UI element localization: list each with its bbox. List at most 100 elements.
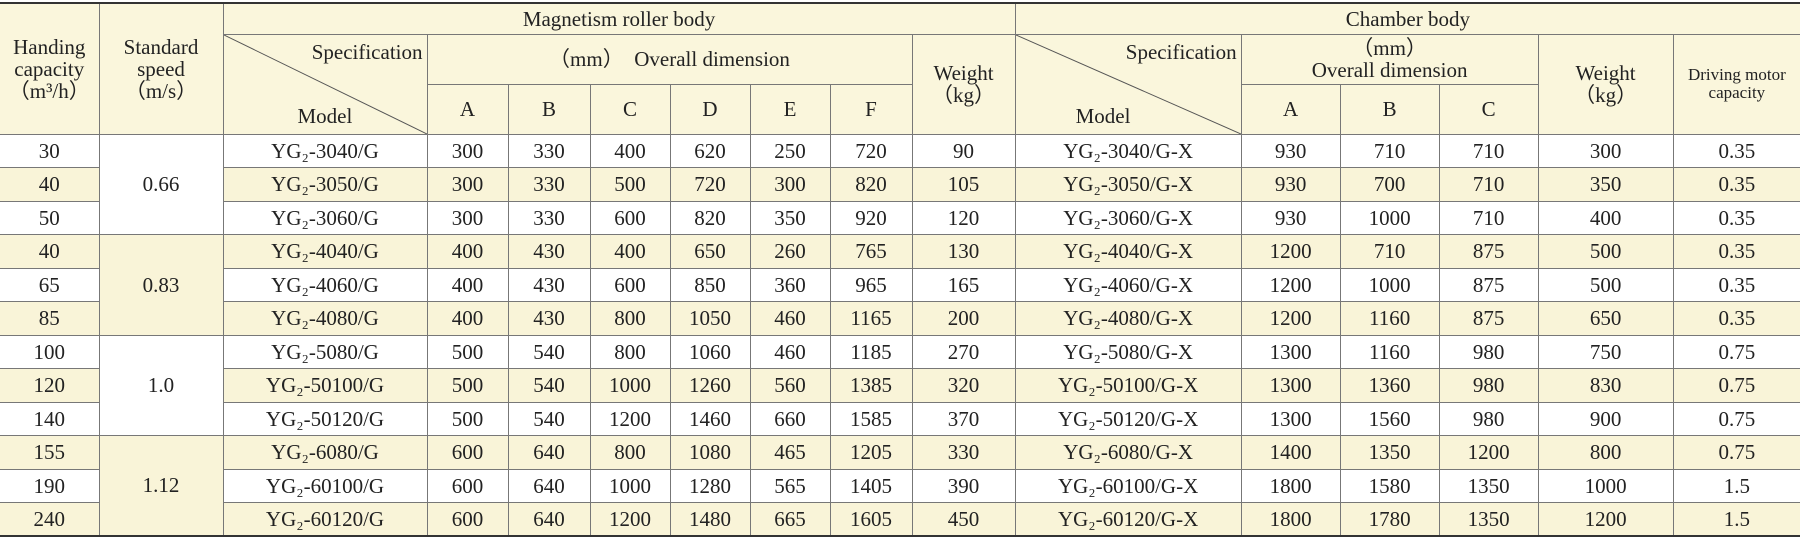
model-cell: YG₂-4040/G <box>222 234 428 269</box>
data-cell: 1460 <box>669 401 751 436</box>
data-cell: 300 <box>749 167 831 202</box>
group-header: Chamber body <box>1014 2 1800 35</box>
data-cell: 1200 <box>1537 502 1674 537</box>
model-cell: YG₂-3050/G <box>222 167 428 202</box>
data-cell: 400 <box>426 301 509 336</box>
data-cell: 0.75 <box>1672 334 1800 369</box>
data-cell: 930 <box>1240 200 1341 235</box>
speed-cell: 1.0 <box>98 334 224 436</box>
column-header: B <box>507 83 591 135</box>
data-cell: 465 <box>749 435 831 470</box>
data-cell: 330 <box>911 435 1016 470</box>
dimension-header: （mm） Overall dimension <box>426 33 913 85</box>
diagonal-line <box>224 35 427 134</box>
diagonal-line <box>1016 35 1241 134</box>
data-cell: 500 <box>1537 267 1674 302</box>
model-cell: YG₂-5080/G <box>222 334 428 369</box>
data-cell: 1165 <box>829 301 913 336</box>
model-cell: YG₂-4060/G <box>222 267 428 302</box>
dimension-label: Overall dimension <box>1311 58 1468 82</box>
data-cell: 1350 <box>1339 435 1440 470</box>
data-cell: 980 <box>1438 401 1539 436</box>
data-cell: 930 <box>1240 133 1341 168</box>
data-cell: 850 <box>669 267 751 302</box>
diagonal-header: Specification Model <box>223 33 428 135</box>
data-cell: 1185 <box>829 334 913 369</box>
data-cell: 1780 <box>1339 502 1440 537</box>
column-header: F <box>829 83 913 135</box>
data-cell: 240 <box>0 502 100 537</box>
data-cell: 0.75 <box>1672 435 1800 470</box>
specification-label: Specification <box>311 39 423 64</box>
speed-cell: 0.66 <box>98 133 224 235</box>
header-unit: （kg） <box>932 83 996 107</box>
data-cell: 1200 <box>1240 234 1341 269</box>
data-cell: 720 <box>669 167 751 202</box>
data-cell: 190 <box>0 468 100 503</box>
data-cell: 370 <box>911 401 1016 436</box>
data-cell: 1.5 <box>1672 468 1800 503</box>
data-cell: 1400 <box>1240 435 1341 470</box>
data-cell: 1580 <box>1339 468 1440 503</box>
data-cell: 50 <box>0 200 100 235</box>
data-cell: 130 <box>911 234 1016 269</box>
data-cell: 710 <box>1438 200 1539 235</box>
data-cell: 40 <box>0 234 100 269</box>
unit-label: （mm） <box>1352 35 1427 60</box>
data-cell: 1205 <box>829 435 913 470</box>
data-cell: 300 <box>426 200 509 235</box>
data-cell: 1.5 <box>1672 502 1800 537</box>
data-cell: 500 <box>589 167 671 202</box>
model-cell: YG₂-3050/G-X <box>1014 167 1242 202</box>
data-cell: 300 <box>426 133 509 168</box>
table-row: 30 0.66 YG₂-3040/G 300 330 400 620 250 720 90 YG₂-… <box>0 133 1800 235</box>
data-cell: 500 <box>426 401 509 436</box>
header-cell: Handing capacity （m³/h） <box>0 2 100 135</box>
data-cell: 700 <box>1339 167 1440 202</box>
model-label: Model <box>297 104 353 129</box>
data-cell: 980 <box>1438 368 1539 403</box>
data-cell: 460 <box>749 334 831 369</box>
model-cell: YG₂-3060/G <box>222 200 428 235</box>
data-cell: 600 <box>426 502 509 537</box>
data-cell: 250 <box>749 133 831 168</box>
data-cell: 875 <box>1438 267 1539 302</box>
data-cell: 650 <box>669 234 751 269</box>
data-cell: 90 <box>911 133 1016 168</box>
data-cell: 765 <box>829 234 913 269</box>
model-cell: YG₂-4060/G-X <box>1014 267 1242 302</box>
speed-cell: 0.83 <box>98 234 224 336</box>
data-cell: 1480 <box>669 502 751 537</box>
data-cell: 1560 <box>1339 401 1440 436</box>
table-row: 65 YG₂-4060/G 400 430 600 850 360 965 165 YG₂-406… <box>0 267 1800 302</box>
speed-cell: 1.12 <box>98 435 224 537</box>
model-cell: YG₂-4040/G-X <box>1014 234 1242 269</box>
data-cell: 1080 <box>669 435 751 470</box>
specification-label: Specification <box>1125 39 1237 64</box>
data-cell: 1000 <box>589 468 671 503</box>
model-cell: YG₂-3040/G-X <box>1014 133 1242 168</box>
column-header: C <box>589 83 671 135</box>
header-unit: （m/s） <box>124 78 198 103</box>
data-cell: 330 <box>507 200 591 235</box>
data-cell: 920 <box>829 200 913 235</box>
model-cell: YG₂-50100/G <box>222 368 428 403</box>
data-cell: 1060 <box>669 334 751 369</box>
data-cell: 560 <box>749 368 831 403</box>
column-header: B <box>1339 83 1440 135</box>
table-row: 120 YG₂-50100/G 500 540 1000 1260 560 1385 320 YG… <box>0 368 1800 403</box>
table-row: 40 0.83 YG₂-4040/G 400 430 400 650 260 765 130 YG₂… <box>0 234 1800 336</box>
data-cell: 270 <box>911 334 1016 369</box>
data-cell: 900 <box>1537 401 1674 436</box>
data-cell: 140 <box>0 401 100 436</box>
data-cell: 360 <box>749 267 831 302</box>
model-cell: YG₂-6080/G <box>222 435 428 470</box>
data-cell: 965 <box>829 267 913 302</box>
data-cell: 400 <box>1537 200 1674 235</box>
data-cell: 710 <box>1438 167 1539 202</box>
data-cell: 1350 <box>1438 502 1539 537</box>
data-cell: 1160 <box>1339 301 1440 336</box>
data-cell: 1605 <box>829 502 913 537</box>
data-cell: 1200 <box>1240 267 1341 302</box>
data-cell: 930 <box>1240 167 1341 202</box>
